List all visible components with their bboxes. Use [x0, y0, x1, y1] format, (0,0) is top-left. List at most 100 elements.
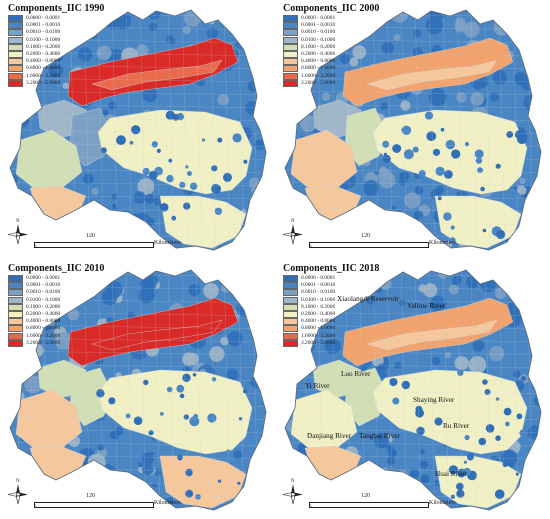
- legend-swatch: [8, 332, 23, 340]
- legend-label: 0.4000 - 0.8000: [301, 318, 336, 325]
- scale-bar: 0 120 Kilometers: [309, 233, 469, 256]
- legend-label: 0.0000 - 0.0001: [301, 15, 336, 22]
- north-label: N: [16, 219, 20, 224]
- legend-label: 0.0010 - 0.0100: [26, 29, 61, 36]
- legend-label: 0.1000 - 0.2000: [301, 43, 336, 50]
- legend-swatch: [283, 318, 298, 326]
- legend-label: 0.4000 - 0.8000: [26, 318, 61, 325]
- scale-bar-graphic: [34, 502, 154, 508]
- legend-swatch: [283, 289, 298, 297]
- legend-item: 0.8000 - 1.6000: [8, 325, 60, 333]
- legend-item: 0.0001 - 0.0010: [8, 282, 61, 290]
- scale-bar: 0 120 Kilometers: [34, 233, 194, 256]
- river-label: Shaying River: [413, 396, 455, 404]
- legend-label: 0.0100 - 0.1000: [26, 36, 61, 43]
- legend-swatch: [283, 15, 298, 23]
- legend-item: 0.1000 - 0.2000: [283, 303, 336, 311]
- legend-swatch: [283, 22, 298, 30]
- legend-item: 0.0010 - 0.0100: [8, 289, 61, 297]
- legend-item: 0.2000 - 0.4000: [8, 311, 61, 319]
- choropleth-map: [9, 269, 267, 511]
- legend-swatch: [8, 325, 23, 333]
- legend-label: 0.8000 - 1.6000: [301, 65, 336, 72]
- legend-item: 0.2000 - 0.4000: [283, 311, 336, 319]
- panel-title: Components_IIC 1990: [8, 3, 105, 14]
- scale-unit: Kilometers: [429, 240, 456, 246]
- scale-bar-graphic: [309, 502, 429, 508]
- choropleth-map: [284, 269, 542, 511]
- legend-swatch: [8, 275, 23, 283]
- north-label: N: [291, 479, 295, 484]
- legend-item: 0.0100 - 0.1000: [283, 296, 335, 304]
- legend-item: 0.0001 - 0.0010: [283, 22, 336, 30]
- legend-swatch: [8, 289, 23, 297]
- legend-item: 0.4000 - 0.8000: [8, 318, 61, 326]
- legend-label: 0.1000 - 0.2000: [26, 43, 61, 50]
- legend-label: 0.0010 - 0.0100: [26, 289, 61, 296]
- scale-bar-graphic: [309, 242, 429, 248]
- legend-item: 0.8000 - 1.6000: [283, 325, 335, 333]
- legend-label: 0.0001 - 0.0010: [26, 282, 61, 289]
- legend-label: 0.4000 - 0.8000: [26, 58, 61, 65]
- river-label: Yi River: [305, 382, 330, 390]
- legend-label: 1.6000 - 3.2000: [301, 332, 336, 339]
- legend-swatch: [8, 29, 23, 37]
- legend-swatch: [8, 339, 23, 347]
- legend-label: 0.1000 - 0.2000: [301, 303, 336, 310]
- legend-label: 0.0001 - 0.0010: [301, 22, 336, 29]
- north-label: N: [291, 219, 295, 224]
- legend-label: 0.0000 - 0.0001: [301, 275, 336, 282]
- legend-label: 0.0000 - 0.0001: [26, 275, 61, 282]
- legend-swatch: [8, 43, 23, 51]
- legend-label: 3.2000 - 5.0000: [301, 79, 336, 86]
- legend: 0.0000 - 0.0001 0.0001 - 0.0010 0.0010 - 0…: [283, 275, 335, 347]
- legend-label: 0.2000 - 0.4000: [26, 311, 61, 318]
- legend-label: 1.6000 - 3.2000: [301, 72, 336, 79]
- scale-zero: 0: [34, 245, 37, 250]
- legend-item: 3.2000 - 5.0000: [8, 339, 60, 347]
- map-panel: Components_IIC 1990 0.0000 - 0.0001 0.0001…: [0, 0, 275, 259]
- legend-item: 0.0100 - 0.1000: [283, 36, 336, 44]
- legend-swatch: [8, 79, 23, 87]
- legend-swatch: [283, 303, 298, 311]
- legend-swatch: [8, 282, 23, 290]
- legend-label: 1.6000 - 3.2000: [26, 332, 61, 339]
- legend-swatch: [8, 22, 23, 30]
- legend-label: 0.0000 - 0.0001: [26, 15, 61, 22]
- legend-swatch: [283, 275, 298, 283]
- scale-zero: 0: [309, 505, 312, 510]
- legend-item: 0.4000 - 0.8000: [8, 58, 61, 66]
- scale-unit: Kilometers: [429, 500, 456, 506]
- legend-item: 1.6000 - 3.2000: [8, 332, 61, 340]
- choropleth-map: [9, 9, 267, 251]
- legend-item: 0.0001 - 0.0010: [8, 22, 61, 30]
- scale-value: 120: [86, 233, 95, 239]
- legend-item: 0.4000 - 0.8000: [283, 318, 336, 326]
- legend-item: 3.2000 - 5.0000: [283, 79, 336, 87]
- map-panel: Components_IIC 2018 0.0000 - 0.0001 0.0001…: [275, 260, 550, 519]
- legend-swatch: [283, 311, 298, 319]
- legend-label: 0.2000 - 0.4000: [301, 311, 336, 318]
- scale-bar: 0 120 Kilometers: [309, 493, 469, 516]
- legend-label: 0.8000 - 1.6000: [26, 65, 61, 72]
- legend-item: 0.0100 - 0.1000: [8, 296, 60, 304]
- legend-swatch: [283, 58, 298, 66]
- legend-item: 1.6000 - 3.2000: [283, 72, 336, 80]
- scale-zero: 0: [34, 505, 37, 510]
- legend-label: 0.0100 - 0.1000: [301, 36, 336, 43]
- legend-label: 0.0001 - 0.0010: [26, 22, 61, 29]
- legend-label: 3.2000 - 5.0000: [301, 339, 336, 346]
- river-label: Tangbai River: [359, 432, 400, 440]
- panel-title: Components_IIC 2018: [283, 263, 380, 274]
- scale-value: 120: [361, 493, 370, 499]
- legend-swatch: [283, 282, 298, 290]
- legend-item: 0.0010 - 0.0100: [8, 29, 61, 37]
- legend-item: 3.2000 - 5.0000: [283, 339, 336, 347]
- scale-unit: Kilometers: [154, 500, 181, 506]
- scale-unit: Kilometers: [154, 240, 181, 246]
- legend-item: 0.1000 - 0.2000: [8, 43, 61, 51]
- legend-item: 3.2000 - 5.0000: [8, 79, 60, 87]
- legend: 0.0000 - 0.0001 0.0001 - 0.0010 0.0010 - 0…: [283, 15, 335, 87]
- legend: 0.0000 - 0.0001 0.0001 - 0.0010 0.0010 - 0…: [8, 275, 60, 347]
- legend-swatch: [8, 303, 23, 311]
